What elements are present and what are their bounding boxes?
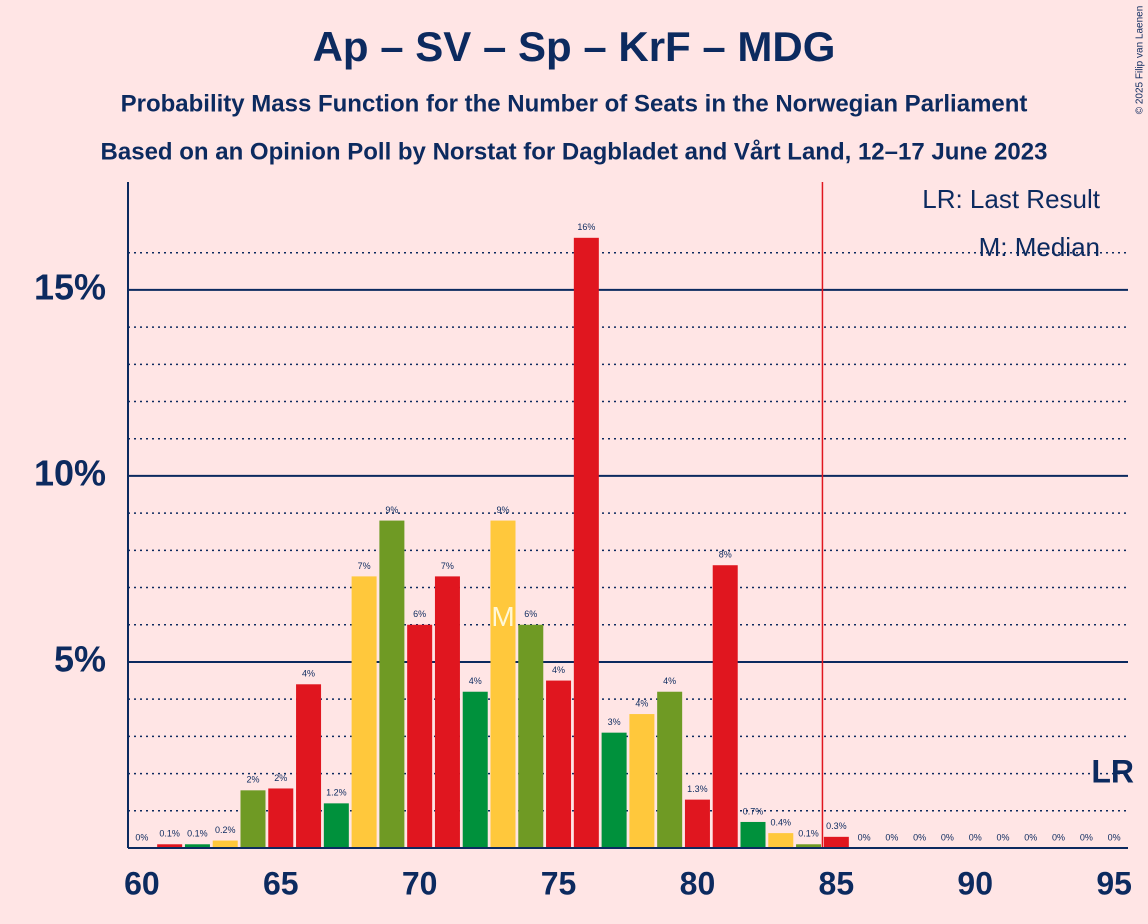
bar xyxy=(823,836,849,848)
bar xyxy=(351,576,377,848)
bar xyxy=(268,788,294,848)
bar xyxy=(573,237,599,848)
bar xyxy=(490,520,516,848)
x-tick-label: 90 xyxy=(957,865,993,901)
value-label: 0% xyxy=(885,832,898,842)
bar xyxy=(434,576,460,848)
value-label: 1.2% xyxy=(326,788,347,798)
value-label: 0.1% xyxy=(159,829,180,839)
bar xyxy=(684,799,710,848)
bar xyxy=(379,520,405,848)
value-label: 7% xyxy=(358,561,371,571)
bar xyxy=(518,624,544,848)
value-label: 0% xyxy=(1108,832,1121,842)
value-label: 0% xyxy=(1080,832,1093,842)
value-label: 4% xyxy=(635,698,648,708)
bar xyxy=(601,732,627,848)
value-label: 8% xyxy=(719,550,732,560)
value-label: 4% xyxy=(302,669,315,679)
bar xyxy=(629,714,655,848)
value-label: 4% xyxy=(552,665,565,675)
bar xyxy=(796,844,822,848)
x-tick-label: 95 xyxy=(1096,865,1132,901)
value-label: 0% xyxy=(858,832,871,842)
value-label: 3% xyxy=(608,717,621,727)
x-tick-label: 65 xyxy=(263,865,299,901)
bar xyxy=(184,844,210,848)
bar xyxy=(546,680,572,848)
bar xyxy=(712,565,738,848)
value-label: 0% xyxy=(913,832,926,842)
y-tick-label: 5% xyxy=(54,638,106,679)
value-label: 0.2% xyxy=(215,825,236,835)
value-label: 2% xyxy=(274,773,287,783)
y-tick-label: 10% xyxy=(34,452,106,493)
x-tick-label: 85 xyxy=(819,865,855,901)
value-label: 1.3% xyxy=(687,784,708,794)
value-label: 0.7% xyxy=(743,806,764,816)
value-label: 6% xyxy=(524,609,537,619)
value-label: 9% xyxy=(496,505,509,515)
value-label: 0.4% xyxy=(771,817,792,827)
x-tick-label: 80 xyxy=(680,865,716,901)
bar xyxy=(462,691,488,848)
bar xyxy=(157,844,183,848)
bar xyxy=(657,691,683,848)
value-label: 4% xyxy=(663,676,676,686)
value-label: 0% xyxy=(135,832,148,842)
x-tick-label: 75 xyxy=(541,865,577,901)
bar xyxy=(296,684,322,848)
x-tick-label: 70 xyxy=(402,865,438,901)
value-label: 0% xyxy=(996,832,1009,842)
value-label: 4% xyxy=(469,676,482,686)
value-label: 9% xyxy=(385,505,398,515)
copyright: © 2025 Filip van Laenen xyxy=(1135,6,1146,115)
bar xyxy=(212,840,238,848)
bar xyxy=(740,821,766,848)
bar xyxy=(768,833,794,848)
x-tick-label: 60 xyxy=(124,865,160,901)
chart-title: Ap – SV – Sp – KrF – MDG xyxy=(313,23,836,70)
value-label: 16% xyxy=(577,222,595,232)
subtitle: Based on an Opinion Poll by Norstat for … xyxy=(101,138,1048,165)
value-label: 0% xyxy=(941,832,954,842)
bar xyxy=(240,790,266,848)
legend-entry: LR: Last Result xyxy=(922,184,1101,214)
value-label: 7% xyxy=(441,561,454,571)
bar xyxy=(323,803,349,848)
legend-entry: M: Median xyxy=(979,232,1100,262)
y-tick-label: 15% xyxy=(34,266,106,307)
value-label: 0% xyxy=(969,832,982,842)
subtitle: Probability Mass Function for the Number… xyxy=(121,90,1028,117)
value-label: 0.1% xyxy=(187,829,208,839)
value-label: 6% xyxy=(413,609,426,619)
value-label: 0.3% xyxy=(826,821,847,831)
last-result-label: LR xyxy=(1091,753,1134,789)
value-label: 0% xyxy=(1052,832,1065,842)
bar xyxy=(407,624,433,848)
median-marker: M xyxy=(491,601,514,632)
value-label: 0% xyxy=(1024,832,1037,842)
value-label: 2% xyxy=(246,775,259,785)
value-label: 0.1% xyxy=(798,829,819,839)
